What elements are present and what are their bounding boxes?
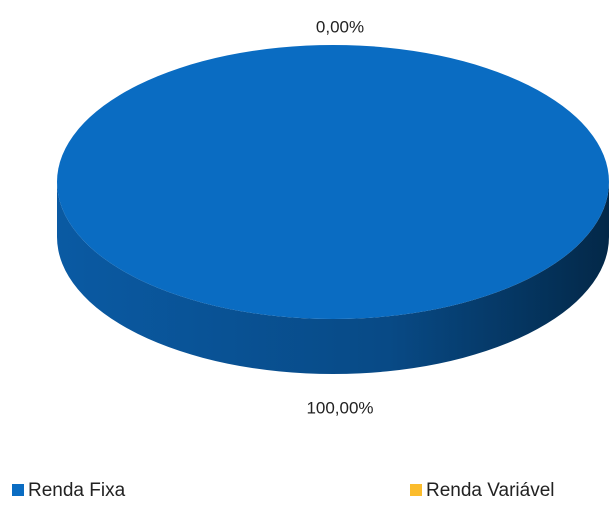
legend-swatch bbox=[12, 484, 24, 496]
data-label: 0,00% bbox=[316, 17, 364, 36]
data-label: 100,00% bbox=[306, 398, 373, 417]
legend-label: Renda Variável bbox=[426, 480, 555, 501]
legend-label: Renda Fixa bbox=[28, 480, 126, 501]
slice bbox=[57, 45, 609, 319]
slice-side bbox=[57, 182, 609, 374]
legend-swatch bbox=[410, 484, 422, 496]
